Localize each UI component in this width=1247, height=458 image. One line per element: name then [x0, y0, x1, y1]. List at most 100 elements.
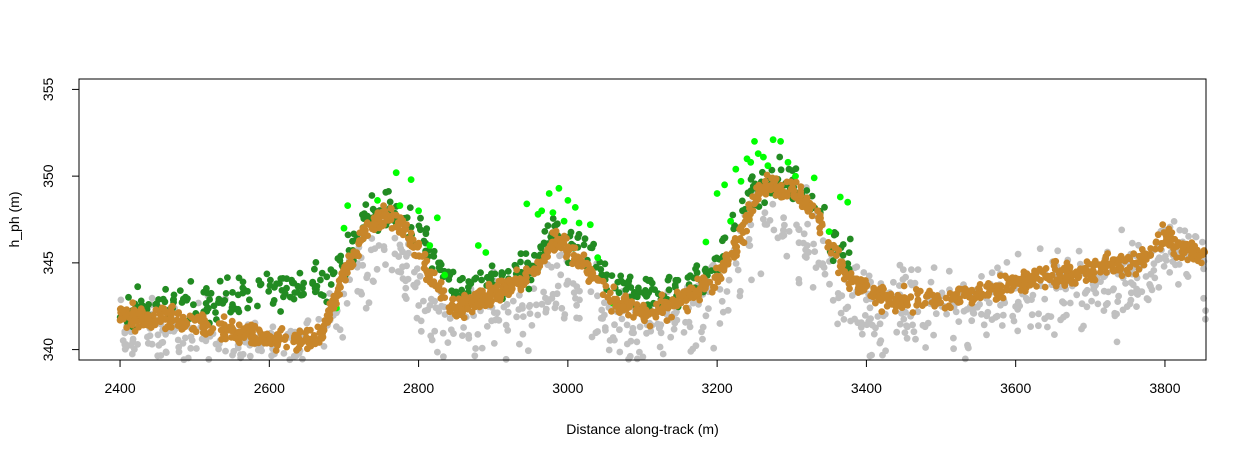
data-point-series-1: [999, 311, 1007, 319]
data-point-series-2: [711, 255, 719, 263]
data-point-series-1: [394, 268, 402, 275]
data-point-series-1: [910, 328, 918, 336]
data-point-series-2: [385, 188, 392, 195]
data-point-series-4: [775, 191, 782, 199]
data-point-series-4: [1042, 265, 1050, 272]
data-point-series-1: [961, 355, 969, 363]
data-point-series-4: [698, 280, 706, 288]
data-point-series-4: [1170, 250, 1178, 258]
data-point-series-2: [179, 295, 187, 303]
data-point-series-4: [190, 324, 197, 332]
data-point-series-4: [260, 331, 268, 339]
data-point-series-4: [448, 301, 456, 308]
data-point-series-3: [523, 200, 531, 208]
data-point-series-4: [541, 254, 549, 262]
data-point-series-1: [930, 264, 938, 271]
data-point-series-2: [311, 265, 318, 273]
data-point-series-1: [922, 344, 929, 351]
data-point-series-3: [392, 169, 400, 177]
data-point-series-4: [1133, 259, 1141, 267]
data-point-series-4: [602, 282, 610, 290]
data-point-series-1: [950, 334, 957, 342]
data-point-series-4: [736, 225, 743, 233]
data-point-series-4: [585, 266, 593, 273]
data-point-series-1: [269, 323, 277, 331]
data-point-series-3: [713, 190, 721, 197]
data-point-series-3: [702, 238, 710, 246]
data-point-series-4: [694, 275, 701, 283]
data-point-series-2: [296, 269, 304, 277]
data-point-series-4: [175, 309, 183, 316]
data-point-series-1: [757, 270, 765, 278]
data-point-series-1: [685, 318, 693, 326]
data-point-series-4: [1068, 279, 1076, 287]
data-point-series-1: [592, 329, 600, 337]
data-point-series-2: [422, 226, 430, 234]
data-point-series-2: [162, 285, 170, 293]
data-point-series-1: [526, 310, 534, 317]
data-point-series-4: [183, 319, 191, 327]
data-point-series-1: [162, 348, 170, 356]
data-point-series-4: [130, 306, 138, 313]
data-point-series-4: [218, 320, 226, 327]
data-point-series-3: [426, 242, 434, 249]
data-point-series-1: [359, 261, 367, 269]
data-point-series-1: [868, 351, 875, 359]
data-point-series-1: [1057, 316, 1064, 324]
data-point-series-1: [657, 329, 665, 337]
data-point-series-4: [630, 314, 637, 321]
data-point-series-2: [777, 166, 785, 174]
data-point-series-1: [605, 346, 613, 354]
data-point-series-4: [590, 274, 598, 282]
data-point-series-1: [748, 276, 755, 284]
data-point-series-1: [842, 305, 850, 313]
data-point-series-3: [575, 219, 583, 227]
data-point-series-1: [598, 306, 606, 314]
data-point-series-1: [1073, 291, 1081, 299]
data-point-series-3: [549, 209, 557, 217]
data-point-series-1: [380, 243, 388, 250]
data-point-series-2: [290, 295, 298, 303]
data-point-series-1: [370, 278, 377, 285]
data-point-series-1: [1200, 294, 1207, 302]
data-point-series-1: [502, 355, 510, 363]
data-point-series-4: [534, 258, 541, 266]
data-point-series-1: [320, 343, 328, 350]
data-point-series-4: [1189, 247, 1197, 255]
data-point-series-4: [217, 326, 225, 334]
data-point-series-1: [553, 262, 561, 269]
data-point-series-4: [1062, 267, 1070, 274]
data-point-series-1: [343, 300, 351, 307]
data-point-series-3: [727, 217, 734, 225]
x-tick-label: 2800: [403, 380, 434, 396]
data-point-series-4: [423, 276, 430, 284]
data-point-series-1: [594, 292, 601, 300]
data-point-series-1: [1202, 315, 1209, 323]
data-point-series-2: [317, 276, 324, 284]
data-point-series-4: [604, 294, 612, 301]
data-point-series-1: [945, 267, 953, 275]
data-point-series-1: [222, 347, 229, 355]
data-point-series-4: [646, 322, 654, 330]
data-point-series-1: [367, 246, 375, 254]
data-point-series-4: [266, 335, 274, 343]
data-point-series-1: [747, 221, 755, 229]
data-point-series-1: [1051, 331, 1058, 338]
data-point-series-4: [1157, 245, 1164, 253]
data-point-series-1: [985, 299, 993, 307]
data-point-series-1: [299, 355, 306, 363]
data-point-series-3: [754, 150, 762, 158]
data-point-series-1: [795, 226, 803, 234]
data-point-series-1: [980, 321, 988, 329]
data-point-series-1: [952, 308, 960, 316]
data-point-series-4: [461, 291, 468, 299]
data-point-series-2: [359, 211, 366, 219]
data-point-series-1: [1035, 310, 1042, 318]
data-point-series-4: [123, 324, 131, 331]
data-point-series-4: [531, 266, 539, 274]
data-point-series-1: [698, 328, 705, 336]
data-point-series-2: [821, 203, 828, 211]
data-point-series-4: [984, 291, 992, 299]
data-point-series-1: [175, 348, 183, 356]
data-point-series-4: [836, 262, 844, 270]
